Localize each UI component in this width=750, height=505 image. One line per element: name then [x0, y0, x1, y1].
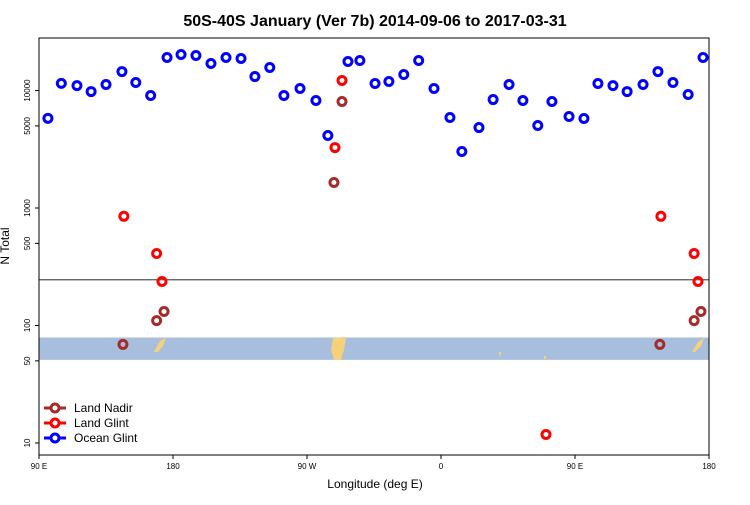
point [428, 83, 440, 95]
x-tick-label: 90 E [31, 462, 47, 471]
point [354, 55, 366, 67]
point [117, 338, 129, 350]
point [55, 77, 67, 89]
point [473, 122, 485, 134]
legend-marker [49, 432, 61, 444]
point [456, 145, 468, 157]
point [205, 58, 217, 70]
land-shape [499, 352, 501, 355]
point [383, 76, 395, 88]
point [688, 315, 700, 327]
point [682, 89, 694, 101]
point [118, 210, 130, 222]
y-tick-label: 10 [23, 438, 32, 447]
y-axis-label: N Total [0, 227, 12, 264]
point [546, 96, 558, 108]
point [220, 52, 232, 64]
x-tick-label: 180 [702, 462, 716, 471]
y-tick-label: 50 [23, 356, 32, 365]
point [71, 80, 83, 92]
point [532, 119, 544, 131]
point [578, 113, 590, 125]
y-tick-label: 100 [23, 318, 32, 332]
point [100, 79, 112, 91]
point [517, 95, 529, 107]
point [278, 90, 290, 102]
point [328, 176, 340, 188]
point [413, 55, 425, 67]
y-tick-label: 1000 [23, 199, 32, 217]
point [667, 77, 679, 89]
point [264, 62, 276, 74]
x-axis-label: Longitude (deg E) [327, 477, 422, 491]
point [607, 80, 619, 92]
point [369, 78, 381, 90]
y-tick-label: 10000 [23, 79, 32, 102]
point [695, 306, 707, 318]
point [592, 78, 604, 90]
point [336, 75, 348, 87]
point [249, 71, 261, 83]
x-tick-label: 180 [166, 462, 180, 471]
point [652, 66, 664, 78]
x-tick-label: 0 [439, 462, 444, 471]
x-tick-label: 90 E [567, 462, 583, 471]
x-tick-label: 90 W [298, 462, 317, 471]
point [637, 79, 649, 91]
chart-title: 50S-40S January (Ver 7b) 2014-09-06 to 2… [183, 13, 566, 30]
point [294, 83, 306, 95]
point [563, 111, 575, 123]
point [322, 130, 334, 142]
y-tick-label: 500 [23, 236, 32, 250]
band-layer [39, 279, 709, 360]
point [329, 142, 341, 154]
point [336, 96, 348, 108]
point [130, 77, 142, 89]
point [540, 429, 552, 441]
land-shape [692, 338, 704, 352]
point [158, 306, 170, 318]
point [161, 52, 173, 64]
legend-marker [49, 417, 61, 429]
point [151, 248, 163, 260]
legend-label: Ocean Glint [74, 431, 138, 445]
point [692, 275, 704, 287]
land-shape [154, 338, 166, 352]
point [175, 49, 187, 61]
point [688, 248, 700, 260]
point [85, 86, 97, 98]
point [444, 112, 456, 124]
legend-marker [49, 402, 61, 414]
point [151, 315, 163, 327]
legend-label: Land Nadir [74, 401, 133, 415]
latitude-band [39, 337, 709, 360]
point [190, 50, 202, 62]
land-shapes [154, 337, 704, 360]
point [145, 90, 157, 102]
land-shape [544, 356, 546, 359]
point [654, 338, 666, 350]
point [621, 86, 633, 98]
point [235, 53, 247, 65]
point [487, 94, 499, 106]
point [342, 56, 354, 68]
land-shape [331, 337, 346, 360]
point [42, 112, 54, 124]
plot-frame [38, 37, 710, 456]
legend-label: Land Glint [74, 416, 129, 430]
point [655, 210, 667, 222]
point [398, 69, 410, 81]
point [503, 79, 515, 91]
point [310, 95, 322, 107]
y-tick-label: 5000 [23, 116, 32, 134]
point [116, 66, 128, 78]
point [156, 275, 168, 287]
point [697, 52, 709, 64]
